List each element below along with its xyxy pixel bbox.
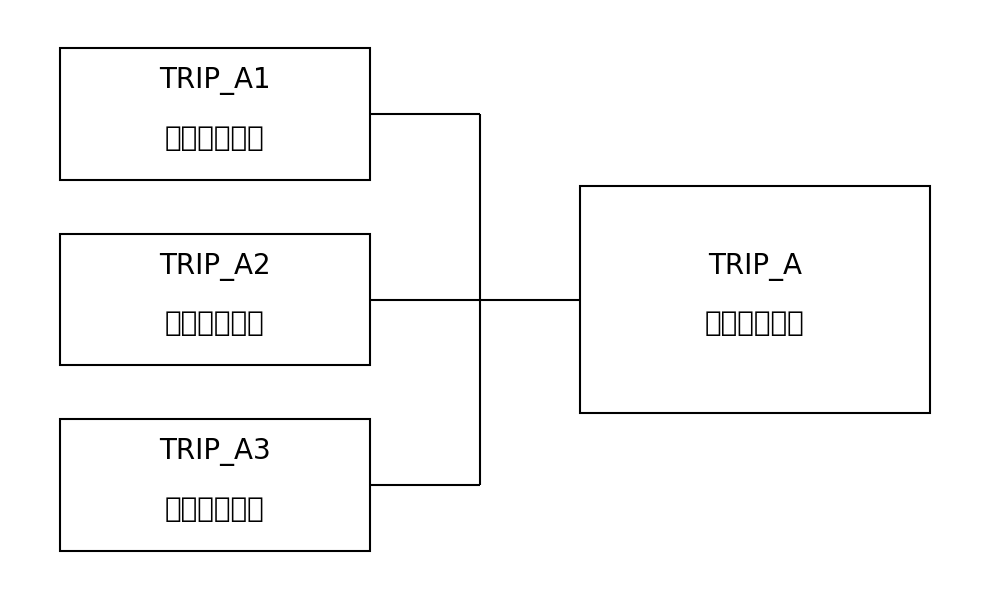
- Text: 信号产生模块: 信号产生模块: [705, 310, 805, 337]
- Text: TRIP_A3: TRIP_A3: [159, 438, 271, 466]
- Bar: [60, 48, 370, 180]
- Bar: [580, 186, 930, 413]
- Bar: [60, 419, 370, 551]
- Text: TRIP_A1: TRIP_A1: [159, 67, 271, 95]
- Text: 信号产生模块: 信号产生模块: [165, 495, 265, 523]
- Bar: [60, 234, 370, 365]
- Text: 信号产生模块: 信号产生模块: [165, 124, 265, 152]
- Text: TRIP_A2: TRIP_A2: [159, 253, 271, 280]
- Text: 信号产生模块: 信号产生模块: [165, 310, 265, 337]
- Text: TRIP_A: TRIP_A: [708, 253, 802, 280]
